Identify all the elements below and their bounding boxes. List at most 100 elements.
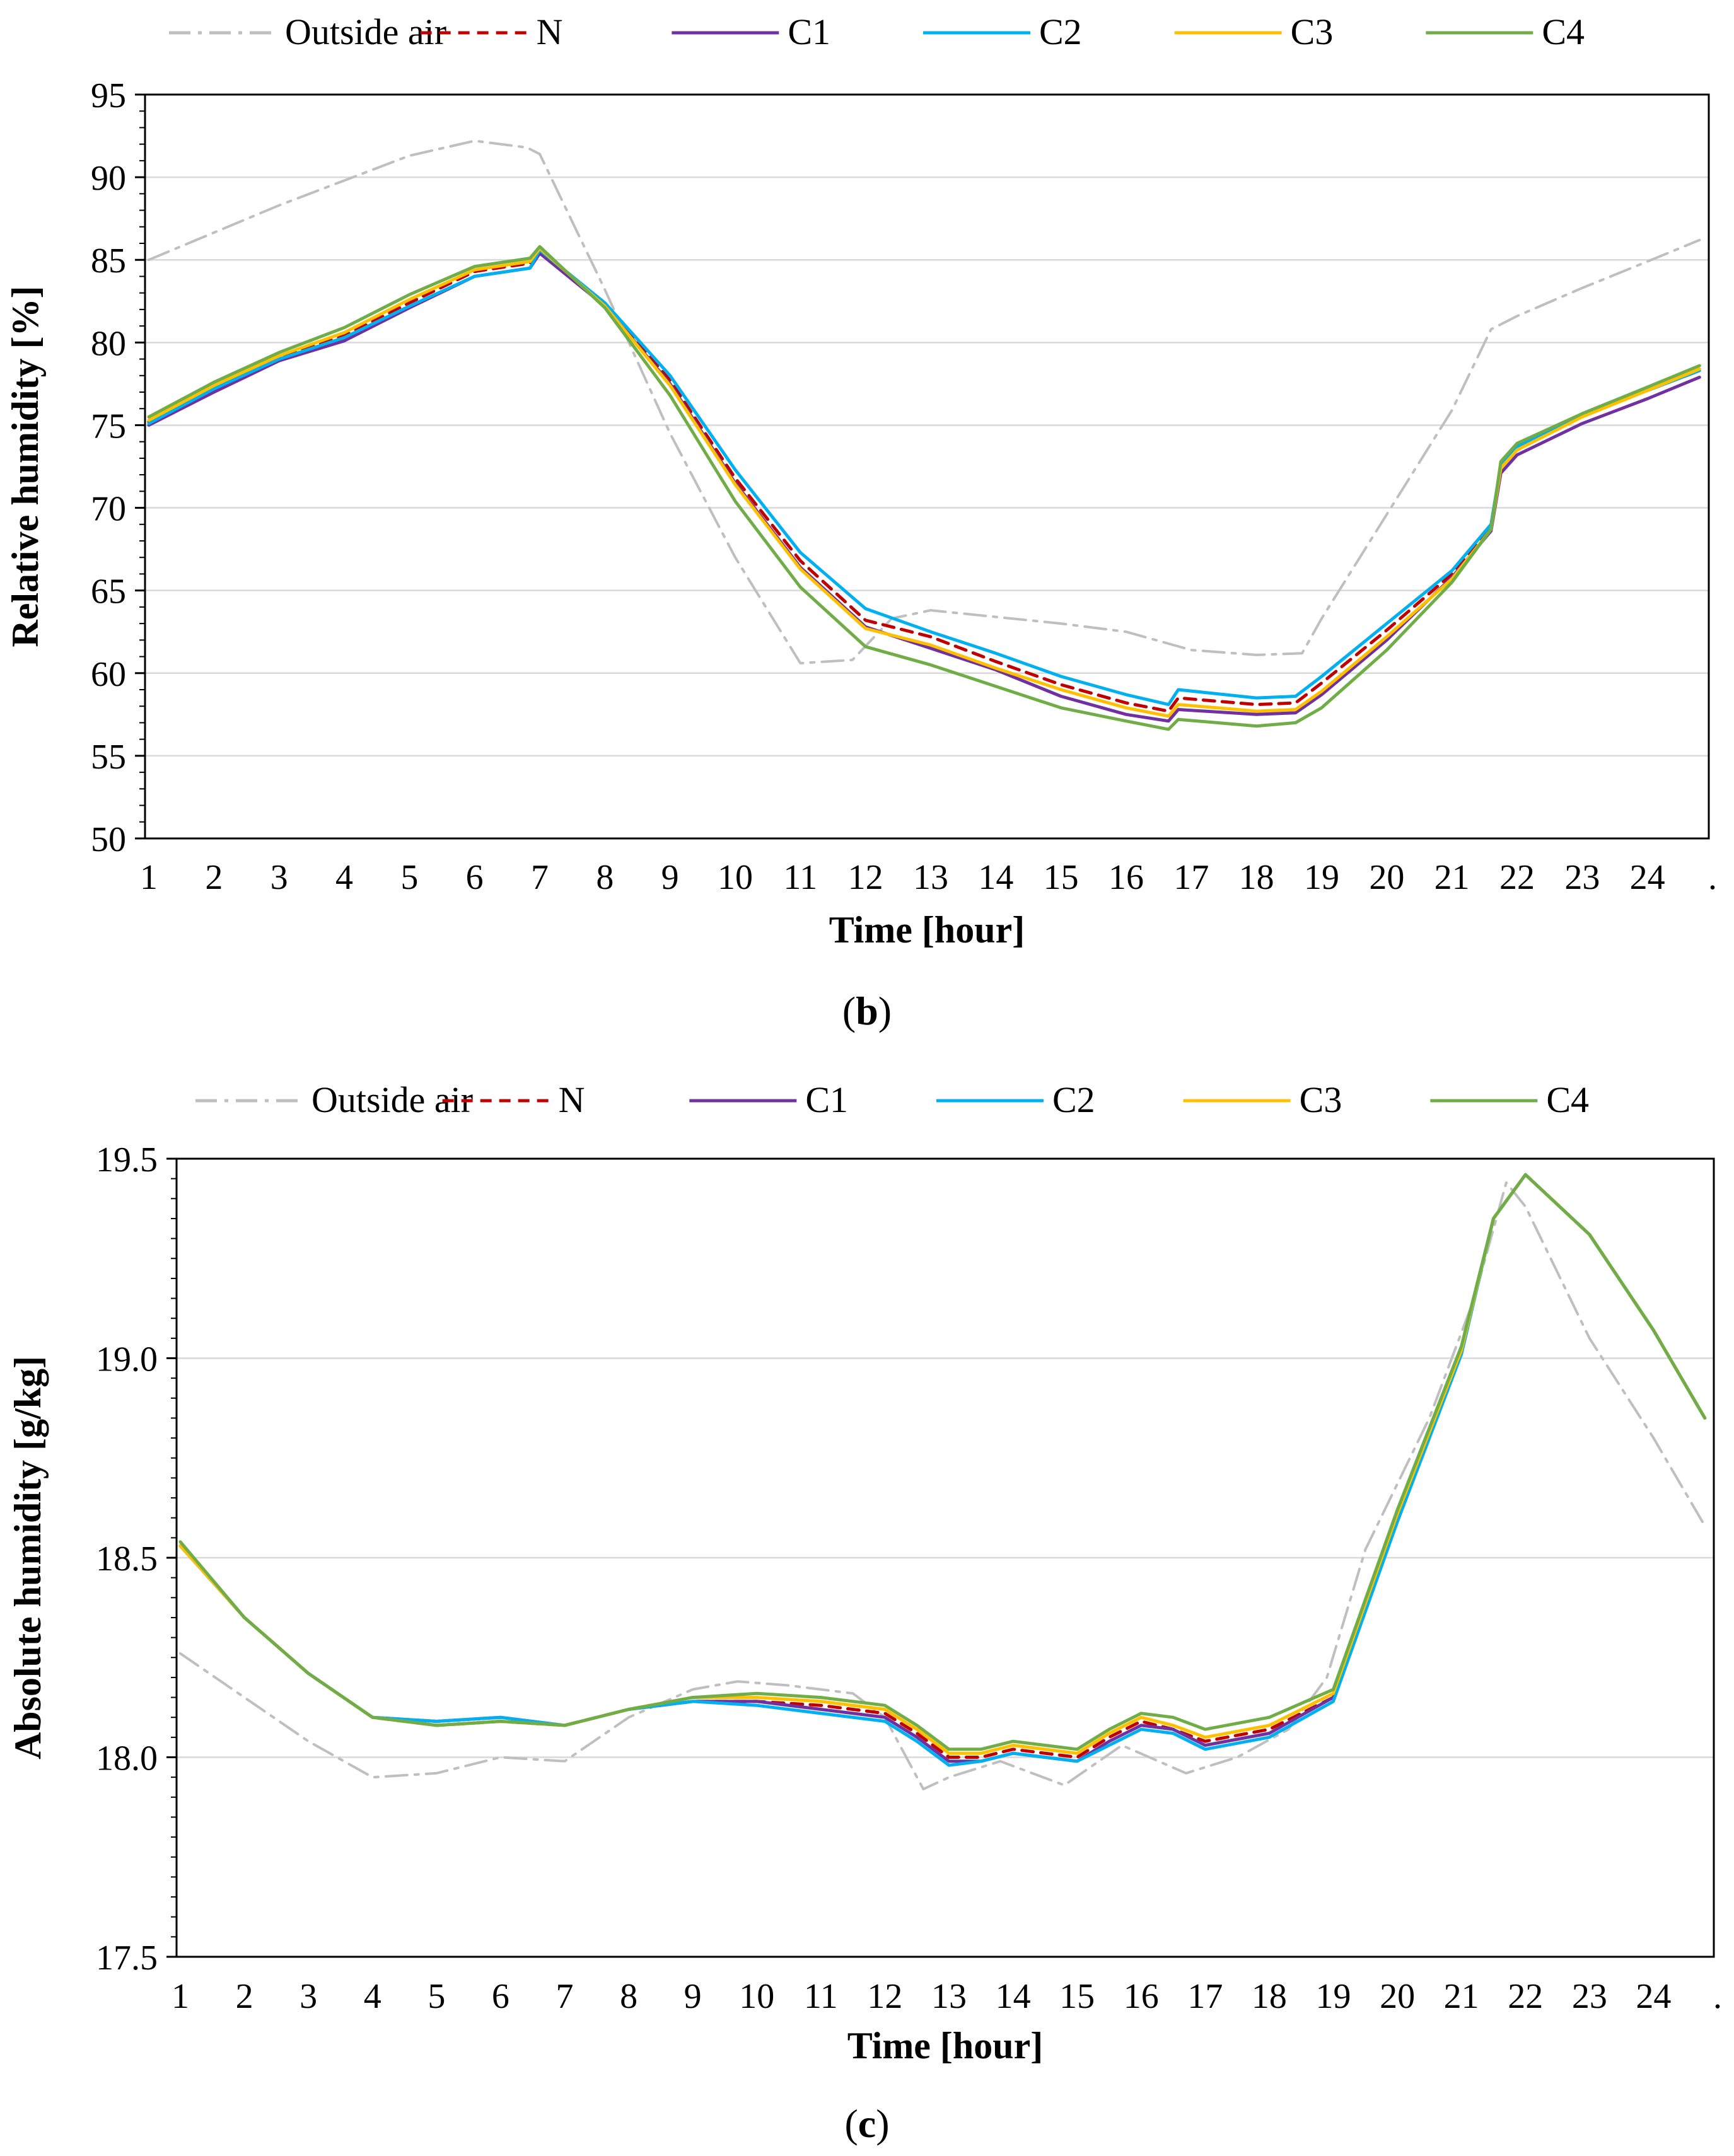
x-tick-label: 6 (492, 1977, 509, 2016)
x-tick-label: 20 (1369, 858, 1404, 897)
series-line-c1 (178, 1173, 1707, 1763)
legend-label-c2: C2 (1052, 1079, 1095, 1120)
x-tick-label: 11 (804, 1977, 838, 2016)
x-tick-label: 10 (739, 1977, 774, 2016)
x-tick-label: 1 (172, 1977, 189, 2016)
legend-label-c3: C3 (1291, 11, 1334, 52)
chart-panel-b: Outside air N C1 C2 C3 C4 5055606570758085909… (4, 11, 1717, 1033)
y-tick-label: 70 (91, 490, 126, 529)
x-tick-label: . (1708, 858, 1717, 897)
x-tick-label: 23 (1572, 1977, 1607, 2016)
y-tick-label: 18.0 (96, 1739, 158, 1778)
x-tick-label: 14 (996, 1977, 1031, 2016)
y-tick-label: 50 (91, 820, 126, 859)
series-line-c1 (147, 252, 1701, 723)
x-tick-label: 13 (931, 1977, 967, 2016)
x-tick-label: 9 (661, 858, 679, 897)
axes-c: 17.518.018.519.019.51 2 3 4 5 6 7 8 9 10 11 12 13 14 1… (96, 1140, 1722, 2016)
x-tick-label: 1 (140, 858, 158, 897)
y-tick-label: 85 (91, 241, 126, 281)
x-tick-label: 24 (1636, 1977, 1671, 2016)
x-tick-label: 6 (466, 858, 484, 897)
y-tick-label: 18.5 (96, 1539, 158, 1579)
x-tick-label: 5 (400, 858, 418, 897)
x-axis-label-b: Time [hour] (829, 909, 1025, 951)
x-tick-label: 18 (1252, 1977, 1287, 2016)
panel-label-c: (c) (844, 2101, 889, 2146)
x-tick-label: 23 (1564, 858, 1600, 897)
x-tick-label: 24 (1630, 858, 1665, 897)
y-axis-label-c: Absolute humidity [g/kg] (7, 1356, 49, 1759)
x-tick-label: 15 (1059, 1977, 1095, 2016)
x-tick-label: 22 (1508, 1977, 1543, 2016)
legend-label-c1: C1 (788, 11, 830, 52)
y-tick-label: 65 (91, 572, 126, 611)
series-line-n (178, 1173, 1707, 1759)
x-tick-label: 4 (364, 1977, 381, 2016)
x-tick-label: 20 (1380, 1977, 1415, 2016)
series-line-outside-air (148, 139, 1701, 664)
x-tick-label: 21 (1444, 1977, 1479, 2016)
x-tick-label: 11 (783, 858, 817, 897)
y-tick-label: 75 (91, 407, 126, 446)
y-tick-label: 90 (91, 159, 126, 198)
y-tick-label: 19.5 (96, 1140, 158, 1179)
legend-label-c4: C4 (1546, 1079, 1589, 1120)
x-tick-label: 21 (1434, 858, 1470, 897)
legend-label-outside-air: Outside air (285, 11, 446, 52)
x-tick-label: 3 (300, 1977, 317, 2016)
gridlines-b (145, 93, 1709, 757)
x-tick-label: 16 (1108, 858, 1144, 897)
y-tick-label: 55 (91, 738, 126, 777)
plot-frame (144, 93, 1710, 840)
x-tick-label: 5 (428, 1977, 445, 2016)
x-tick-label: 17 (1187, 1977, 1223, 2016)
x-tick-label: 16 (1124, 1977, 1159, 2016)
x-tick-label: 19 (1304, 858, 1339, 897)
legend-b: Outside air N C1 C2 C3 C4 (169, 11, 1585, 52)
x-tick-label: 9 (684, 1977, 702, 2016)
y-tick-label: 80 (91, 324, 126, 363)
legend-label-c3: C3 (1300, 1079, 1342, 1120)
series-line-c4 (147, 245, 1701, 731)
x-tick-label: 13 (913, 858, 948, 897)
legend-label-c1: C1 (805, 1079, 848, 1120)
x-tick-label: 12 (848, 858, 883, 897)
series-line-c2 (178, 1173, 1707, 1767)
series-line-outside-air (179, 1181, 1706, 1791)
panel-label-b: (b) (842, 988, 892, 1033)
chart-panel-c: Outside air N C1 C2 C3 C4 17.518.018.519.019.… (7, 1079, 1722, 2146)
x-tick-label: 3 (271, 858, 288, 897)
x-tick-label: 2 (205, 858, 223, 897)
x-tick-label: 4 (335, 858, 353, 897)
legend-label-n: N (559, 1079, 585, 1120)
series-group-c (178, 1173, 1707, 1791)
gridlines-c (177, 1157, 1714, 1758)
series-line-c4 (178, 1173, 1707, 1751)
x-tick-label: 8 (596, 858, 614, 897)
x-tick-label: 19 (1316, 1977, 1351, 2016)
legend-label-n: N (537, 11, 563, 52)
series-line-c3 (178, 1173, 1707, 1755)
x-tick-label: 14 (978, 858, 1013, 897)
x-tick-label: 7 (556, 1977, 574, 2016)
y-axis-label-b: Relative humidity [%] (4, 286, 46, 647)
legend-c: Outside air N C1 C2 C3 C4 (195, 1079, 1589, 1120)
series-group-b (147, 139, 1701, 731)
x-tick-label: 12 (867, 1977, 902, 2016)
x-tick-label: 2 (236, 1977, 253, 2016)
legend-label-c4: C4 (1542, 11, 1585, 52)
x-axis-label-c: Time [hour] (847, 2025, 1044, 2066)
x-tick-label: 15 (1044, 858, 1079, 897)
y-tick-label: 60 (91, 655, 126, 694)
y-tick-label: 19.0 (96, 1340, 158, 1379)
x-tick-label: 22 (1499, 858, 1535, 897)
x-tick-label: 8 (620, 1977, 637, 2016)
legend-label-c2: C2 (1039, 11, 1082, 52)
y-tick-label: 17.5 (96, 1939, 158, 1978)
x-tick-label: 18 (1239, 858, 1274, 897)
x-tick-label: . (1713, 1977, 1722, 2016)
y-tick-label: 95 (91, 76, 126, 115)
